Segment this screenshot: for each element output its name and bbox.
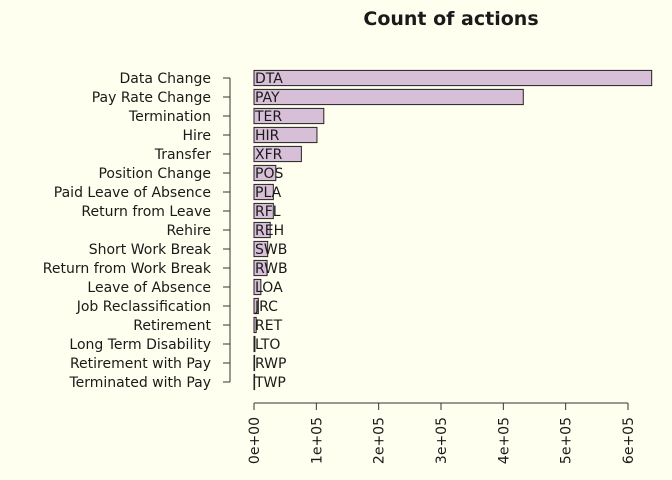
- y-tick-label: Short Work Break: [89, 242, 212, 258]
- bar-code-label: TER: [254, 109, 282, 125]
- bar-code-label: LTO: [255, 337, 280, 353]
- x-tick-label: 4e+05: [496, 417, 512, 464]
- x-tick-label: 5e+05: [559, 417, 575, 464]
- bar-short-work-break: [253, 240, 269, 258]
- bar-pay-rate-change: [253, 88, 524, 106]
- bar-termination: [253, 107, 325, 125]
- bar-retirement-with-pay: [253, 354, 256, 372]
- bar-paid-leave-of-absence: [253, 183, 274, 201]
- x-tick-label: 3e+05: [434, 417, 450, 464]
- bar-code-label: PLA: [255, 185, 282, 201]
- y-tick-label: Pay Rate Change: [92, 90, 211, 106]
- x-tick-label: 6e+05: [621, 417, 637, 464]
- bar-data-change: [253, 69, 653, 87]
- y-tick-label: Retirement: [133, 318, 211, 334]
- bar-code-label: RWB: [255, 261, 288, 277]
- bar-return-from-leave: [253, 202, 274, 220]
- bar-code-label: PAY: [255, 90, 280, 106]
- y-tick-label: Long Term Disability: [69, 337, 211, 353]
- y-tick-label: Transfer: [154, 147, 212, 163]
- bar-terminated-with-pay: [253, 373, 256, 391]
- bar-rehire: [253, 221, 271, 239]
- y-tick-label: Position Change: [98, 166, 211, 182]
- bar-code-label: TWP: [254, 375, 286, 391]
- y-tick-label: Hire: [183, 128, 211, 144]
- x-tick-label: 2e+05: [372, 417, 388, 464]
- bar-code-label: XFR: [255, 147, 283, 163]
- bar-code-label: REH: [255, 223, 284, 239]
- y-tick-label: Terminated with Pay: [68, 375, 211, 391]
- y-tick-label: Return from Work Break: [43, 261, 212, 277]
- y-tick-label: Leave of Absence: [87, 280, 211, 296]
- bar-job-reclassification: [253, 297, 259, 315]
- y-tick-label: Data Change: [120, 71, 211, 87]
- bar-code-label: LOA: [255, 280, 283, 296]
- bar-position-change: [253, 164, 277, 182]
- bar-long-term-disability: [253, 335, 256, 353]
- bar-code-label: POS: [255, 166, 283, 182]
- y-tick-label: Rehire: [166, 223, 211, 239]
- y-tick-label: Paid Leave of Absence: [54, 185, 211, 201]
- bar-code-label: RFL: [255, 204, 281, 220]
- bar-hire: [253, 126, 318, 144]
- y-tick-label: Return from Leave: [81, 204, 211, 220]
- chart-title: Count of actions: [363, 8, 539, 30]
- bar-code-label: RWP: [255, 356, 286, 372]
- x-tick-label: 0e+00: [247, 417, 263, 464]
- y-tick-label: Job Reclassification: [76, 299, 211, 315]
- bar-code-label: DTA: [255, 71, 283, 87]
- bar-code-label: RET: [255, 318, 283, 334]
- y-tick-label: Termination: [128, 109, 211, 125]
- bar-transfer: [253, 145, 302, 163]
- bar-return-from-work-break: [253, 259, 268, 277]
- bar-retirement: [253, 316, 257, 334]
- bar-code-label: HIR: [255, 128, 280, 144]
- bar-leave-of-absence: [253, 278, 262, 296]
- bar-code-label: JRC: [254, 299, 278, 315]
- bar-code-label: SWB: [255, 242, 287, 258]
- x-tick-label: 1e+05: [309, 417, 325, 464]
- y-tick-label: Retirement with Pay: [70, 356, 211, 372]
